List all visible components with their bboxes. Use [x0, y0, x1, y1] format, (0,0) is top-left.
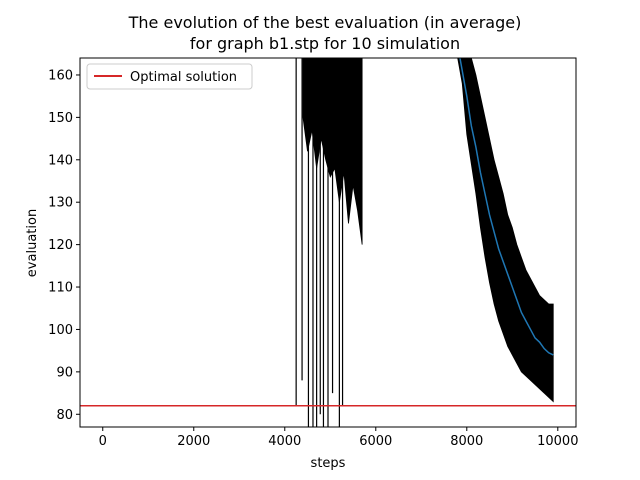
legend: Optimal solution: [86, 63, 253, 90]
y-tick-label: 150: [48, 111, 73, 126]
early-noise-band: [302, 58, 363, 245]
x-tick-label: 6000: [359, 434, 392, 449]
y-tick-label: 100: [48, 323, 73, 338]
y-tick-label: 80: [56, 408, 73, 423]
plot-frame: [79, 57, 577, 428]
y-axis: 80 90 100 110 120 130 140 150 160: [48, 68, 80, 423]
x-axis-label: steps: [311, 456, 346, 471]
data-layer: [80, 58, 576, 427]
y-tick-label: 110: [48, 281, 73, 296]
x-tick-label: 8000: [450, 434, 483, 449]
legend-box: [86, 63, 253, 90]
x-tick-label: 10000: [537, 434, 578, 449]
x-tick-label: 4000: [268, 434, 301, 449]
y-tick-label: 140: [48, 153, 73, 168]
evaluation-range-band: [453, 58, 554, 403]
y-tick-label: 90: [56, 365, 73, 380]
x-axis: 0 2000 4000 6000 8000 10000: [99, 427, 578, 449]
x-tick-label: 2000: [177, 434, 210, 449]
y-tick-label: 160: [48, 68, 73, 83]
chart-title: The evolution of the best evaluation (in…: [128, 13, 522, 32]
y-tick-label: 130: [48, 196, 73, 211]
y-axis-label: evaluation: [25, 209, 40, 277]
x-tick-label: 0: [99, 434, 107, 449]
chart-subtitle: for graph b1.stp for 10 simulation: [190, 34, 460, 53]
y-tick-label: 120: [48, 238, 73, 253]
legend-label-optimal: Optimal solution: [130, 70, 237, 85]
mean-evaluation-line: [459, 58, 554, 356]
